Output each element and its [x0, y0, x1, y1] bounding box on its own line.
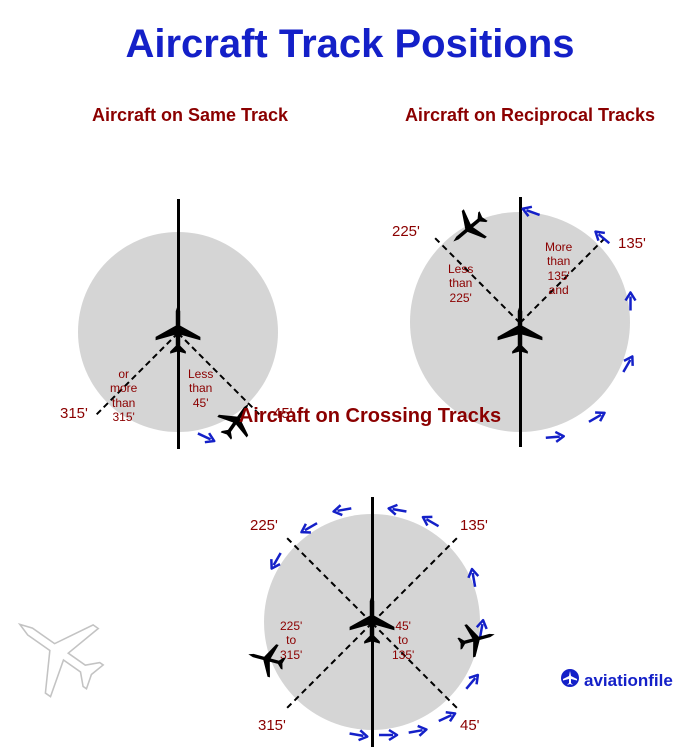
sector-label: or morethan 315'	[110, 367, 137, 425]
aircraft-icon	[150, 301, 206, 362]
angle-label: 225'	[392, 223, 420, 240]
direction-arrow	[584, 406, 613, 433]
direction-arrow	[330, 496, 355, 519]
direction-arrow	[624, 291, 643, 313]
angle-label: 45'	[460, 717, 480, 734]
direction-arrow	[543, 429, 567, 450]
subtitle-same-track: Aircraft on Same Track	[60, 105, 320, 126]
aircraft-icon	[344, 591, 400, 652]
decorative-plane-outline	[0, 578, 135, 727]
plane-icon	[560, 668, 580, 693]
sector-label: Lessthan 45'	[188, 367, 213, 410]
subtitle-crossing: Aircraft on Crossing Tracks	[220, 405, 520, 428]
angle-label: 315'	[258, 717, 286, 734]
direction-arrow	[406, 722, 431, 745]
angle-label: 135'	[618, 235, 646, 252]
angle-label: 135'	[460, 517, 488, 534]
angle-label: 225'	[250, 517, 278, 534]
direction-arrow	[465, 565, 488, 590]
aircraft-icon	[492, 301, 548, 362]
main-title: Aircraft Track Positions	[0, 0, 700, 67]
direction-arrow	[377, 728, 399, 747]
direction-arrow	[386, 496, 411, 519]
subtitle-reciprocal: Aircraft on Reciprocal Tracks	[380, 105, 680, 126]
direction-arrow	[346, 726, 371, 749]
direction-arrow	[434, 706, 462, 733]
angle-label: 315'	[60, 405, 88, 422]
logo-text: aviationfile	[584, 671, 673, 691]
sector-label: Lessthan 225'	[448, 262, 473, 305]
logo-aviationfile: aviationfile	[560, 668, 673, 693]
sector-label: Morethan 135'and	[545, 240, 572, 298]
